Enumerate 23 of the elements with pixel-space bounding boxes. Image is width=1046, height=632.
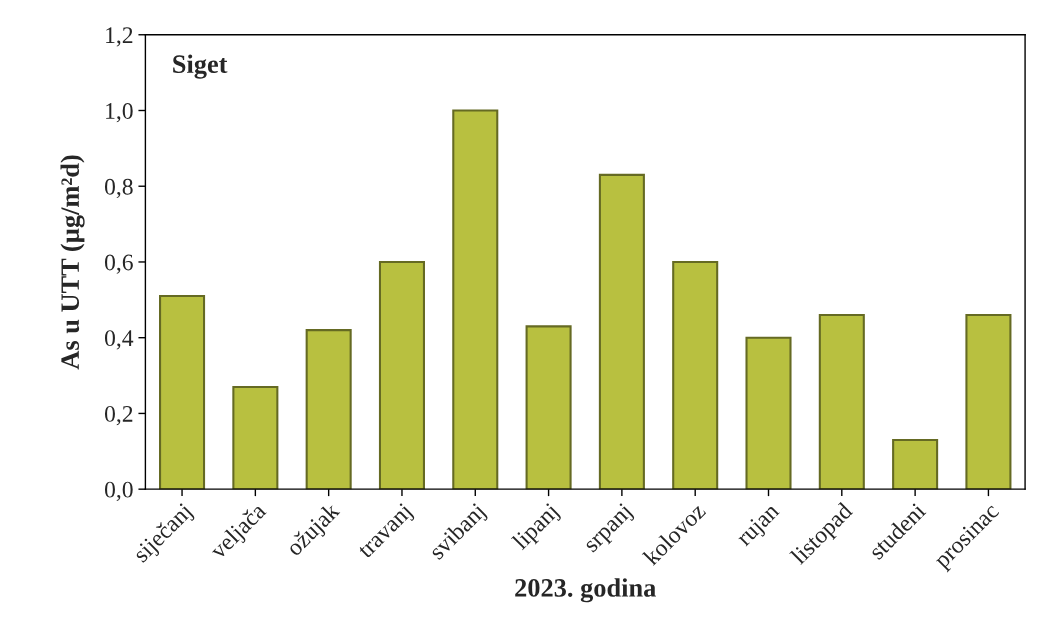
y-axis-title: As u UTT (µg/m²d) — [60, 155, 85, 370]
bar — [745, 336, 792, 490]
y-tick-label: 0,2 — [104, 405, 133, 426]
y-tick-label: 0,6 — [104, 254, 133, 274]
bar — [452, 109, 499, 490]
x-tick-label: rujan — [735, 501, 784, 551]
bar — [525, 325, 572, 490]
bar — [378, 260, 425, 490]
y-tick-label: 0,0 — [104, 481, 133, 501]
y-tick-label: 1,2 — [106, 27, 133, 47]
text: Siget — [173, 54, 228, 79]
y-tick-label: 0,4 — [104, 330, 134, 350]
bar — [672, 260, 719, 490]
bar — [598, 173, 645, 490]
bar — [232, 385, 279, 490]
bar — [818, 313, 865, 490]
bar — [965, 313, 1012, 490]
bar — [159, 295, 206, 490]
y-tick-label: 0,8 — [104, 178, 133, 199]
x-axis-title: 2023. godina — [515, 578, 656, 603]
y-tick-label: 1,0 — [106, 102, 133, 123]
bar — [305, 329, 352, 490]
bar — [892, 438, 939, 490]
